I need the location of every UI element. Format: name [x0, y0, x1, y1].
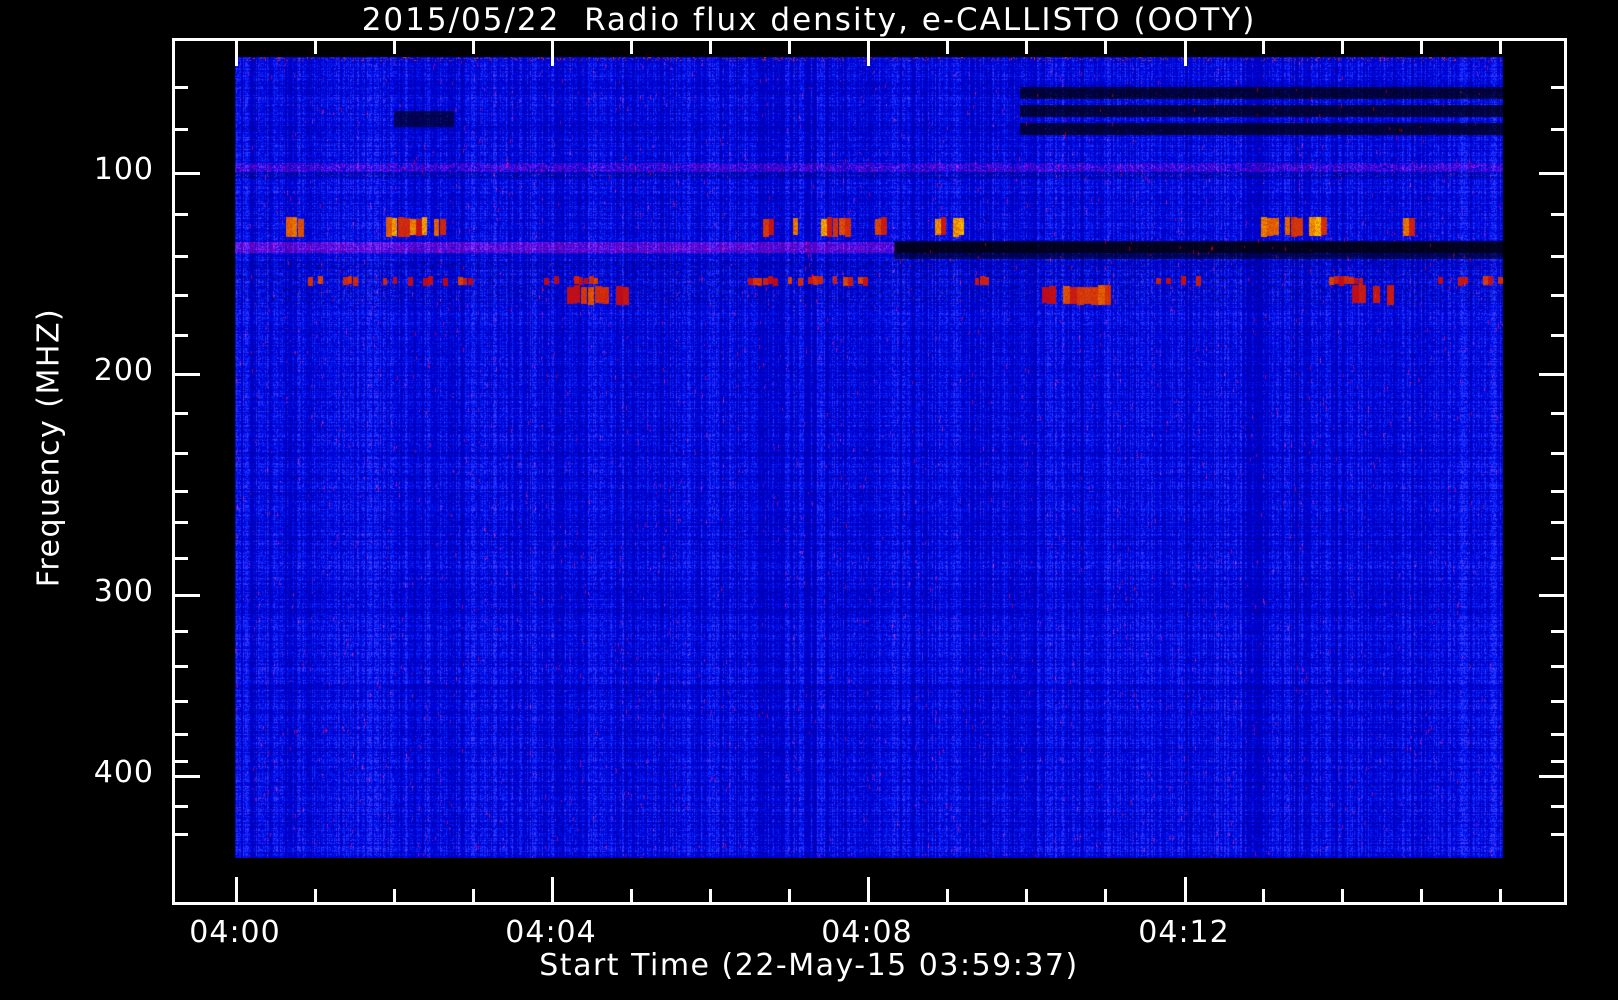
x-axis-tick-label: 04:00 [189, 915, 281, 950]
x-minor-tick-top [788, 38, 791, 54]
y-major-tick [172, 594, 200, 597]
y-minor-tick-right [1551, 412, 1567, 415]
x-minor-tick [1341, 889, 1344, 905]
y-major-tick [172, 373, 200, 376]
x-minor-tick [630, 889, 633, 905]
y-minor-tick-right [1551, 86, 1567, 89]
y-minor-tick [172, 833, 188, 836]
x-minor-tick [1262, 889, 1265, 905]
x-axis-tick-label: 04:04 [505, 915, 597, 950]
y-minor-tick [172, 86, 188, 89]
x-minor-tick-top [393, 38, 396, 54]
x-minor-tick-top [1025, 38, 1028, 54]
spectrogram-canvas [235, 57, 1503, 858]
y-minor-tick-right [1551, 805, 1567, 808]
y-axis-tick-label: 300 [93, 574, 154, 609]
x-major-tick [1184, 877, 1187, 905]
x-minor-tick-top [709, 38, 712, 54]
x-minor-tick [314, 889, 317, 905]
x-minor-tick-top [472, 38, 475, 54]
y-major-tick [172, 775, 200, 778]
x-minor-tick [1025, 889, 1028, 905]
x-major-tick-top [1184, 38, 1187, 66]
y-minor-tick [172, 760, 188, 763]
y-minor-tick [172, 452, 188, 455]
x-minor-tick-top [314, 38, 317, 54]
y-minor-tick-right [1551, 213, 1567, 216]
y-minor-tick [172, 490, 188, 493]
x-minor-tick [1499, 889, 1502, 905]
x-minor-tick [393, 889, 396, 905]
x-axis-tick-label: 04:08 [821, 915, 913, 950]
y-axis-title: Frequency (MHZ) [31, 307, 67, 588]
y-minor-tick-right [1551, 665, 1567, 668]
y-minor-tick [172, 334, 188, 337]
y-minor-tick-right [1551, 733, 1567, 736]
x-major-tick [235, 877, 238, 905]
y-minor-tick [172, 128, 188, 131]
y-minor-tick [172, 213, 188, 216]
x-minor-tick-top [1420, 38, 1423, 54]
x-major-tick-top [867, 38, 870, 66]
x-minor-tick-top [630, 38, 633, 54]
y-minor-tick-right [1551, 490, 1567, 493]
y-major-tick-right [1539, 775, 1567, 778]
y-minor-tick [172, 805, 188, 808]
x-minor-tick-top [1341, 38, 1344, 54]
y-minor-tick [172, 521, 188, 524]
y-minor-tick-right [1551, 128, 1567, 131]
x-minor-tick [1104, 889, 1107, 905]
spectrogram-image [235, 57, 1503, 858]
x-major-tick [867, 877, 870, 905]
y-major-tick-right [1539, 594, 1567, 597]
x-minor-tick [788, 889, 791, 905]
x-axis-tick-label: 04:12 [1138, 915, 1230, 950]
y-major-tick-right [1539, 172, 1567, 175]
y-minor-tick-right [1551, 760, 1567, 763]
y-axis-tick-label: 400 [93, 755, 154, 790]
y-major-tick-right [1539, 373, 1567, 376]
y-minor-tick [172, 255, 188, 258]
x-minor-tick-top [1262, 38, 1265, 54]
y-minor-tick [172, 733, 188, 736]
x-minor-tick-top [1499, 38, 1502, 54]
x-minor-tick [709, 889, 712, 905]
y-minor-tick [172, 700, 188, 703]
x-axis-title: Start Time (22-May-15 03:59:37) [539, 948, 1079, 983]
y-minor-tick-right [1551, 521, 1567, 524]
y-minor-tick [172, 412, 188, 415]
y-minor-tick-right [1551, 334, 1567, 337]
x-major-tick [551, 877, 554, 905]
y-minor-tick-right [1551, 255, 1567, 258]
y-axis-tick-label: 100 [93, 152, 154, 187]
y-minor-tick-right [1551, 294, 1567, 297]
y-minor-tick-right [1551, 557, 1567, 560]
y-minor-tick [172, 557, 188, 560]
y-major-tick [172, 172, 200, 175]
x-major-tick-top [551, 38, 554, 66]
x-minor-tick [1420, 889, 1423, 905]
y-minor-tick-right [1551, 452, 1567, 455]
y-minor-tick-right [1551, 630, 1567, 633]
page-title: 2015/05/22 Radio flux density, e-CALLIST… [361, 2, 1257, 38]
x-minor-tick [472, 889, 475, 905]
y-axis-tick-label: 200 [93, 353, 154, 388]
x-minor-tick-top [1104, 38, 1107, 54]
y-minor-tick [172, 665, 188, 668]
y-minor-tick [172, 294, 188, 297]
x-major-tick-top [235, 38, 238, 66]
x-minor-tick [946, 889, 949, 905]
y-minor-tick [172, 630, 188, 633]
y-minor-tick-right [1551, 700, 1567, 703]
y-minor-tick-right [1551, 833, 1567, 836]
x-minor-tick-top [946, 38, 949, 54]
